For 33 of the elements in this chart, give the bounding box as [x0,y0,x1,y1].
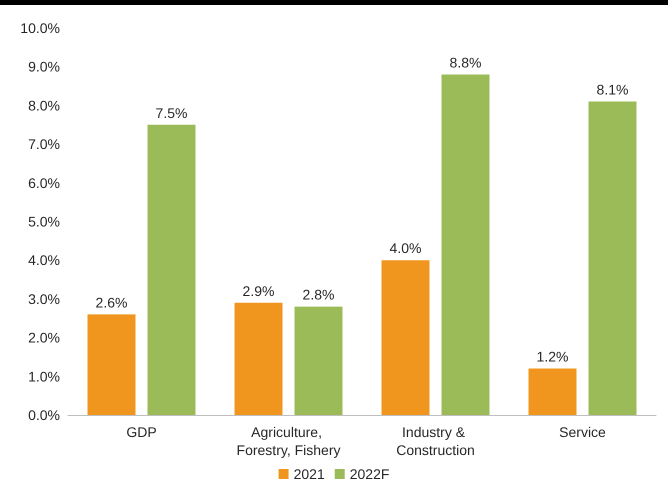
data-label: 4.0% [390,240,422,256]
bar [234,302,282,415]
data-label: 2.6% [96,294,128,310]
y-tick-label: 1.0% [28,368,60,384]
data-label: 8.8% [450,54,482,70]
y-tick-label: 5.0% [28,214,60,230]
y-tick-label: 4.0% [28,252,60,268]
legend-label: 2021 [294,466,325,482]
bar [588,102,636,415]
bar [382,260,430,415]
bar [88,314,136,415]
x-tick-label: Industry & Construction [396,424,475,458]
y-tick-label: 8.0% [28,97,60,114]
bar [294,306,342,415]
x-tick-label: GDP [126,424,157,440]
y-tick-label: 6.0% [28,174,60,191]
data-label: 8.1% [596,82,628,98]
data-label: 2.9% [242,282,274,299]
x-tick-label: Service [559,424,606,440]
y-tick-label: 3.0% [28,290,60,307]
x-tick-label: Agriculture, Forestry, Fishery [236,424,340,458]
y-tick-label: 0.0% [28,407,60,423]
data-label: 1.2% [536,348,568,365]
data-label: 2.8% [302,286,334,303]
y-tick-label: 7.0% [28,136,60,152]
bar [148,124,196,415]
y-tick-label: 9.0% [28,58,60,75]
legend-label: 2022F [350,466,390,482]
y-tick-label: 2.0% [28,330,60,346]
y-tick-label: 10.0% [20,20,60,36]
bar [528,368,576,415]
bar [442,74,490,415]
data-label: 7.5% [156,104,188,121]
